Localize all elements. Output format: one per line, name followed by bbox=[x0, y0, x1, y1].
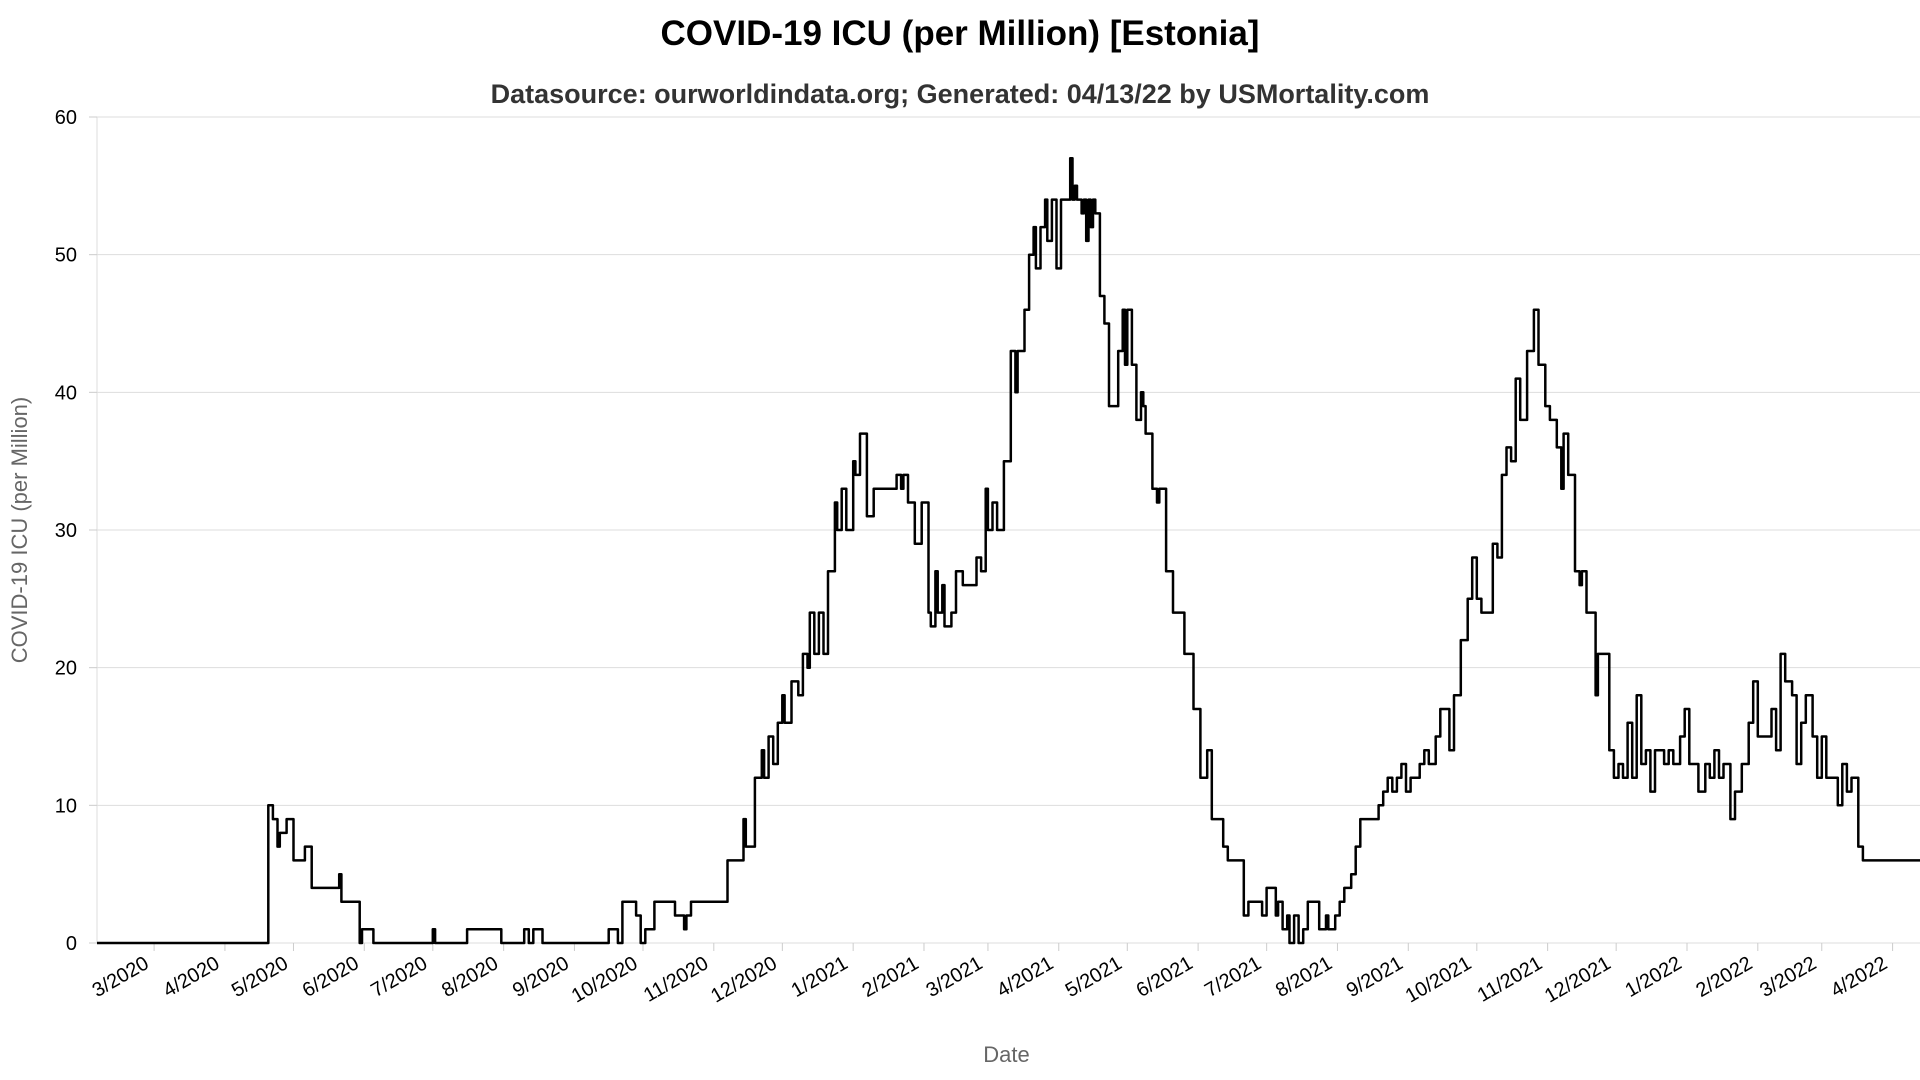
x-tick-label: 12/2020 bbox=[707, 952, 781, 1007]
x-tick-label: 6/2021 bbox=[1133, 952, 1197, 1002]
x-tick-label: 2/2022 bbox=[1692, 952, 1756, 1002]
x-tick-label: 3/2022 bbox=[1756, 952, 1820, 1002]
x-tick-label: 10/2020 bbox=[568, 952, 642, 1007]
x-tick-label: 2/2021 bbox=[858, 952, 922, 1002]
x-tick-label: 7/2021 bbox=[1201, 952, 1265, 1002]
x-axis-ticks: 3/2020 4/2020 5/2020 6/2020 7/2020 8/2020 9/20… bbox=[89, 943, 1894, 1007]
x-tick-label: 8/2020 bbox=[438, 952, 502, 1002]
x-tick-label: 3/2020 bbox=[89, 952, 153, 1002]
x-axis-title: Date bbox=[983, 1042, 1029, 1067]
x-tick-label: 1/2021 bbox=[788, 952, 852, 1002]
y-axis-title: COVID-19 ICU (per Million) bbox=[7, 397, 32, 664]
x-tick-label: 7/2020 bbox=[367, 952, 431, 1002]
y-tick-label: 50 bbox=[55, 245, 77, 267]
x-tick-label: 4/2020 bbox=[159, 952, 223, 1002]
x-tick-label: 4/2022 bbox=[1827, 952, 1891, 1002]
chart-title: COVID-19 ICU (per Million) [Estonia] bbox=[660, 14, 1260, 53]
x-tick-label: 9/2020 bbox=[509, 952, 573, 1002]
x-tick-label: 3/2021 bbox=[922, 952, 986, 1002]
y-tick-label: 30 bbox=[55, 520, 77, 542]
x-tick-label: 11/2020 bbox=[640, 952, 712, 1006]
x-tick-label: 4/2021 bbox=[993, 952, 1057, 1002]
x-tick-label: 11/2021 bbox=[1474, 952, 1546, 1006]
gridlines bbox=[97, 116, 1920, 944]
series-line bbox=[97, 157, 1920, 945]
x-tick-label: 1/2022 bbox=[1622, 952, 1686, 1002]
y-tick-label: 20 bbox=[55, 658, 77, 680]
y-tick-label: 60 bbox=[55, 107, 77, 129]
x-tick-label: 9/2021 bbox=[1343, 952, 1407, 1002]
y-tick-label: 10 bbox=[55, 795, 77, 817]
series-group bbox=[97, 157, 1920, 945]
chart-subtitle: Datasource: ourworldindata.org; Generate… bbox=[490, 79, 1430, 109]
x-tick-label: 12/2021 bbox=[1541, 952, 1615, 1007]
x-tick-label: 10/2021 bbox=[1402, 952, 1476, 1007]
y-tick-label: 40 bbox=[55, 382, 77, 404]
y-axis-ticks: 0 10 20 30 40 50 60 bbox=[55, 107, 97, 955]
y-tick-label: 0 bbox=[66, 933, 77, 955]
x-tick-label: 5/2021 bbox=[1062, 952, 1126, 1002]
x-tick-label: 5/2020 bbox=[228, 952, 292, 1002]
x-tick-label: 8/2021 bbox=[1272, 952, 1336, 1002]
x-tick-label: 6/2020 bbox=[299, 952, 363, 1002]
